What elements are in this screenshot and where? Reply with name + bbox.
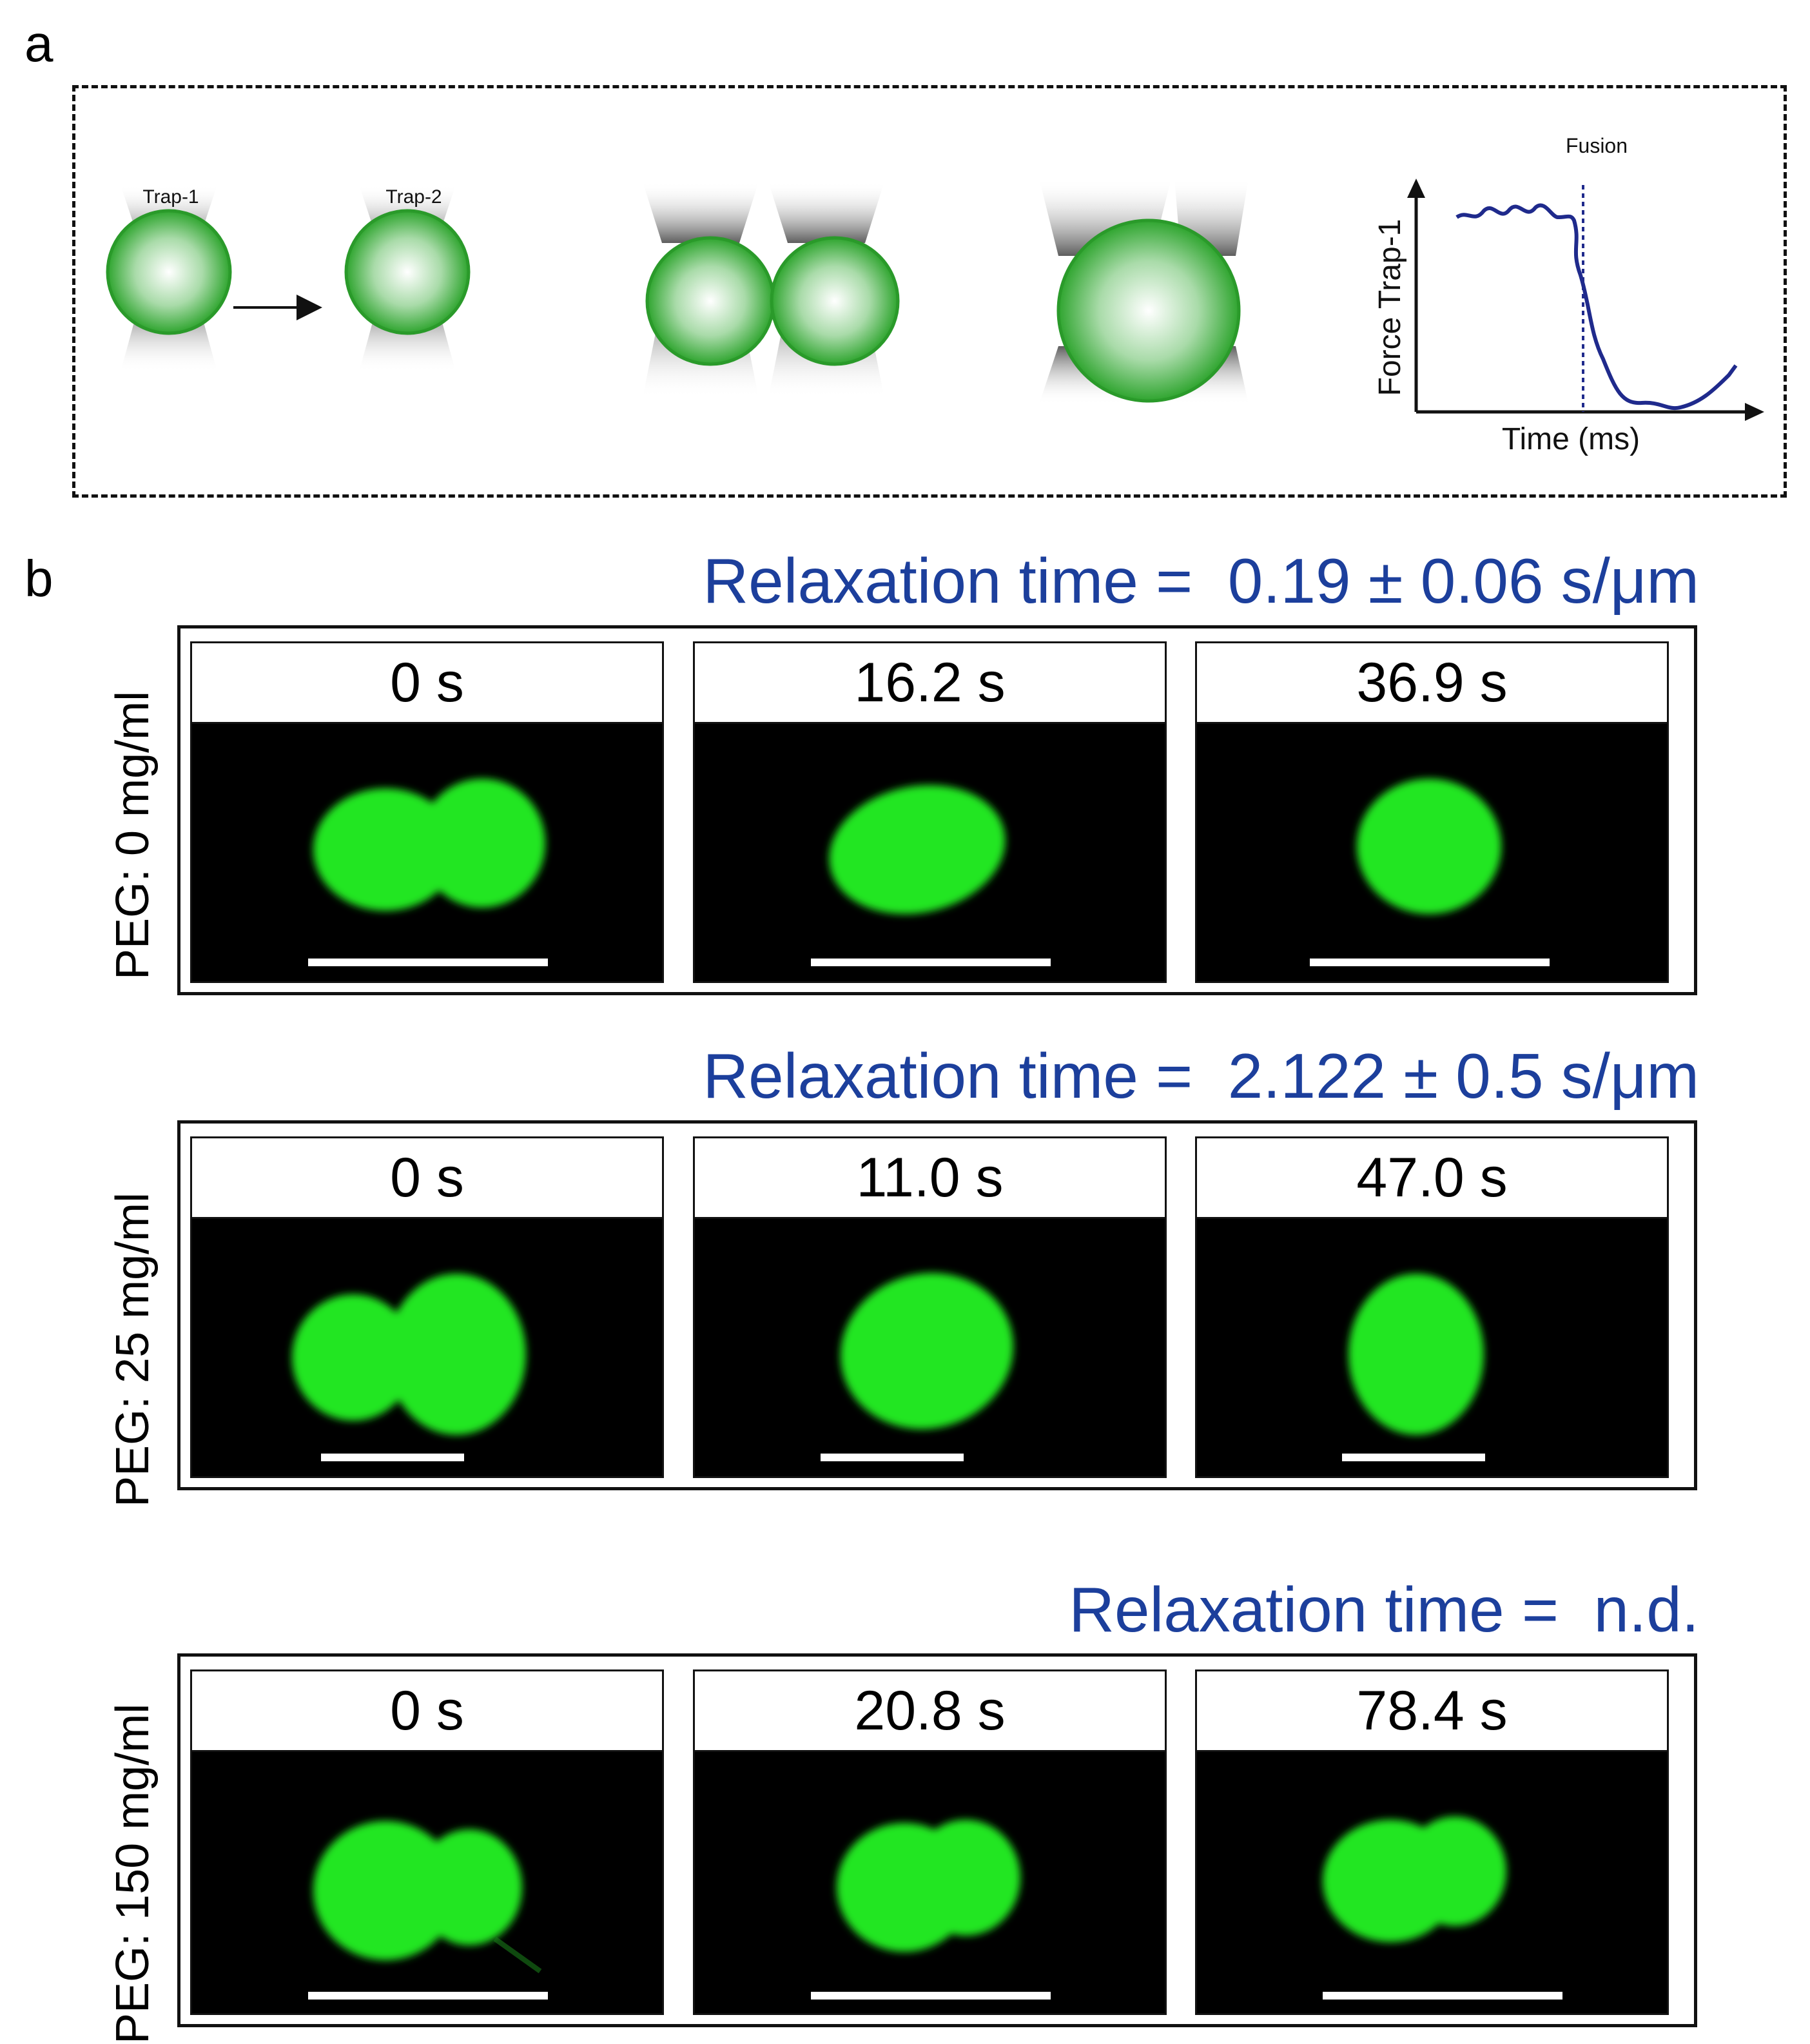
timelapse-row-2: 0 s 11.0 s 47.0 s <box>177 1120 1697 1490</box>
scale-bar <box>1323 1992 1562 2000</box>
scale-bar <box>308 1992 548 2000</box>
scale-bar <box>1342 1454 1485 1461</box>
micrograph <box>192 1219 662 1478</box>
micrograph <box>695 1219 1165 1478</box>
frame-time-label: 0 s <box>192 643 662 724</box>
droplet-4 <box>770 236 900 366</box>
scale-bar <box>308 959 548 966</box>
droplet-3 <box>645 236 775 366</box>
schematic-box: Trap-1 Trap-2 <box>72 85 1787 498</box>
frame-time-label: 0 s <box>192 1671 662 1752</box>
scale-bar <box>811 1992 1051 2000</box>
relaxation-time-row-3: Relaxation time = n.d. <box>1069 1574 1699 1645</box>
micrograph <box>695 1752 1165 2015</box>
frame-row-3-2: 20.8 s <box>693 1669 1167 2015</box>
frame-row-1-3: 36.9 s <box>1195 641 1669 983</box>
scale-bar <box>811 959 1051 966</box>
fusion-schematic: Trap-1 Trap-2 <box>106 134 1764 456</box>
frame-time-label: 20.8 s <box>695 1671 1165 1752</box>
frame-row-2-2: 11.0 s <box>693 1136 1167 1478</box>
micrograph <box>192 1752 662 2015</box>
micrograph <box>1197 1219 1667 1478</box>
micrograph <box>1197 1752 1667 2015</box>
force-trace-plot: Fusion Time (ms) Force Trap-1 <box>1373 134 1764 456</box>
trap-1-label: Trap-1 <box>142 186 199 208</box>
force-trace <box>1455 203 1738 411</box>
frame-row-1-2: 16.2 s <box>693 641 1167 983</box>
timelapse-row-1: 0 s 16.2 s 36.9 s <box>177 625 1697 995</box>
scale-bar <box>321 1454 464 1461</box>
droplet-2 <box>344 209 471 335</box>
frame-time-label: 16.2 s <box>695 643 1165 724</box>
frame-time-label: 36.9 s <box>1197 643 1667 724</box>
fused-droplet <box>1056 219 1241 403</box>
peg-label-row-3: PEG: 150 mg/ml <box>107 1703 159 2044</box>
frame-row-2-1: 0 s <box>190 1136 664 1478</box>
panel-b-letter: b <box>24 550 54 607</box>
frame-time-label: 11.0 s <box>695 1138 1165 1219</box>
frame-row-3-1: 0 s <box>190 1669 664 2015</box>
droplet-1 <box>106 209 232 335</box>
frame-row-1-1: 0 s <box>190 641 664 983</box>
frame-time-label: 78.4 s <box>1197 1671 1667 1752</box>
frame-time-label: 0 s <box>192 1138 662 1219</box>
micrograph <box>1197 724 1667 983</box>
y-axis-label: Force Trap-1 <box>1373 219 1407 396</box>
micrograph <box>695 724 1165 983</box>
peg-label-row-1: PEG: 0 mg/ml <box>107 690 159 980</box>
timelapse-row-3: 0 s 20.8 s 78.4 s <box>177 1653 1697 2027</box>
panel-a-letter: a <box>24 15 54 72</box>
trap-2-label: Trap-2 <box>385 186 442 208</box>
x-axis-label: Time (ms) <box>1502 422 1640 456</box>
frame-row-2-3: 47.0 s <box>1195 1136 1669 1478</box>
frame-row-3-3: 78.4 s <box>1195 1669 1669 2015</box>
fusion-label: Fusion <box>1566 134 1628 157</box>
frame-time-label: 47.0 s <box>1197 1138 1667 1219</box>
peg-label-row-2: PEG: 25 mg/ml <box>107 1192 159 1507</box>
y-axis-arrow-icon <box>1407 179 1425 198</box>
scale-bar <box>821 1454 964 1461</box>
x-axis-arrow-icon <box>1745 403 1764 421</box>
scale-bar <box>1310 959 1550 966</box>
relaxation-time-row-2: Relaxation time = 2.122 ± 0.5 s/μm <box>703 1040 1699 1111</box>
micrograph <box>192 724 662 983</box>
relaxation-time-row-1: Relaxation time = 0.19 ± 0.06 s/μm <box>703 545 1699 616</box>
